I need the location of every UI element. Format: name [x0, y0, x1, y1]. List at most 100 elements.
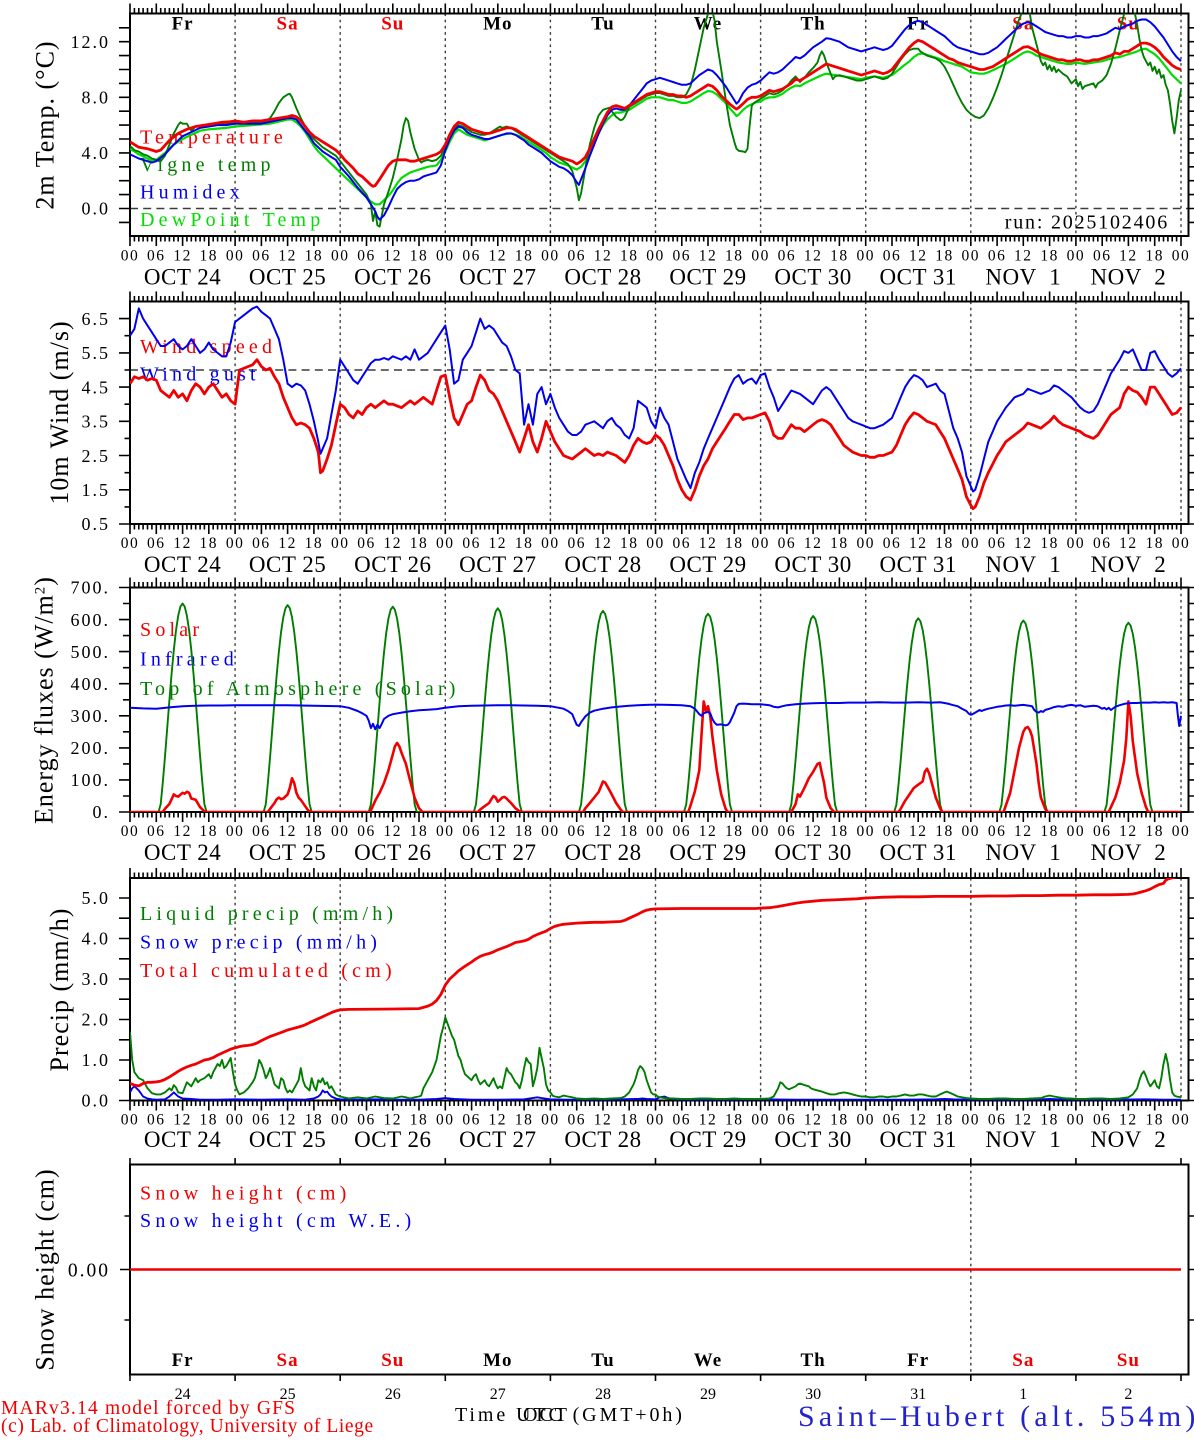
svg-text:12: 12: [804, 248, 823, 265]
svg-text:Mo: Mo: [483, 1350, 512, 1371]
svg-text:18: 18: [830, 248, 849, 265]
svg-text:12: 12: [278, 823, 297, 840]
svg-text:06: 06: [357, 823, 376, 840]
svg-text:00: 00: [121, 823, 140, 840]
svg-text:run: 2025102406: run: 2025102406: [1005, 212, 1169, 234]
svg-text:06: 06: [357, 535, 376, 552]
svg-text:12: 12: [489, 248, 508, 265]
svg-text:18: 18: [935, 248, 954, 265]
svg-text:12: 12: [384, 248, 403, 265]
svg-text:Precip (mm/h): Precip (mm/h): [45, 908, 74, 1072]
svg-text:00: 00: [856, 823, 875, 840]
svg-text:06: 06: [778, 823, 797, 840]
svg-text:25: 25: [280, 1386, 296, 1403]
svg-text:Su: Su: [381, 1350, 404, 1371]
svg-text:00: 00: [226, 1112, 245, 1129]
svg-text:400.: 400.: [71, 674, 111, 694]
svg-text:00: 00: [1067, 248, 1086, 265]
svg-text:06: 06: [147, 248, 166, 265]
svg-text:4.0: 4.0: [82, 143, 111, 163]
svg-text:18: 18: [1145, 535, 1164, 552]
svg-text:06: 06: [1093, 248, 1112, 265]
svg-text:18: 18: [620, 535, 639, 552]
svg-text:06: 06: [988, 823, 1007, 840]
svg-text:OCT 25: OCT 25: [249, 840, 326, 865]
svg-text:06: 06: [567, 1112, 586, 1129]
svg-text:00: 00: [331, 535, 350, 552]
svg-text:12: 12: [489, 1112, 508, 1129]
svg-text:Su: Su: [381, 14, 404, 35]
svg-text:OCT 30: OCT 30: [774, 552, 851, 577]
svg-text:18: 18: [515, 1112, 534, 1129]
svg-text:2.0: 2.0: [82, 1010, 111, 1030]
svg-text:18: 18: [515, 823, 534, 840]
svg-text:100.: 100.: [71, 770, 111, 790]
svg-text:18: 18: [200, 823, 219, 840]
svg-text:Vigne temp: Vigne temp: [140, 154, 275, 176]
svg-text:00: 00: [856, 1112, 875, 1129]
svg-text:06: 06: [567, 535, 586, 552]
svg-text:00: 00: [331, 823, 350, 840]
svg-text:OCT: OCT: [523, 1404, 569, 1426]
svg-text:18: 18: [1040, 1112, 1059, 1129]
svg-text:Infrared: Infrared: [140, 649, 238, 671]
svg-text:29: 29: [700, 1386, 716, 1403]
svg-text:12: 12: [699, 248, 718, 265]
svg-text:12: 12: [1014, 823, 1033, 840]
svg-text:18: 18: [725, 248, 744, 265]
svg-text:27: 27: [490, 1386, 506, 1403]
svg-text:Tu: Tu: [591, 14, 615, 35]
svg-text:00: 00: [436, 823, 455, 840]
svg-text:18: 18: [620, 1112, 639, 1129]
svg-text:12: 12: [594, 823, 613, 840]
svg-text:OCT 25: OCT 25: [249, 1127, 326, 1152]
svg-text:12: 12: [278, 535, 297, 552]
svg-text:Total cumulated (cm): Total cumulated (cm): [140, 960, 396, 982]
svg-text:OCT 29: OCT 29: [669, 1127, 746, 1152]
svg-text:8.0: 8.0: [82, 88, 111, 108]
svg-text:06: 06: [883, 1112, 902, 1129]
svg-text:3.0: 3.0: [82, 969, 111, 989]
svg-text:12: 12: [804, 823, 823, 840]
svg-text:06: 06: [567, 248, 586, 265]
svg-text:18: 18: [1145, 1112, 1164, 1129]
svg-text:OCT 24: OCT 24: [144, 840, 221, 865]
svg-text:00: 00: [856, 535, 875, 552]
svg-text:NOV 2: NOV 2: [1090, 1127, 1166, 1152]
svg-text:18: 18: [830, 535, 849, 552]
svg-text:Tu: Tu: [591, 1350, 615, 1371]
svg-text:Su: Su: [1117, 1350, 1140, 1371]
svg-text:NOV 2: NOV 2: [1090, 265, 1166, 290]
svg-text:18: 18: [1040, 535, 1059, 552]
svg-text:12: 12: [594, 535, 613, 552]
svg-text:06: 06: [778, 1112, 797, 1129]
svg-text:31: 31: [910, 1386, 926, 1403]
svg-text:06: 06: [883, 535, 902, 552]
svg-text:00: 00: [331, 1112, 350, 1129]
svg-text:18: 18: [305, 248, 324, 265]
svg-text:700.: 700.: [71, 578, 111, 598]
svg-text:OCT 28: OCT 28: [564, 1127, 641, 1152]
svg-text:00: 00: [646, 248, 665, 265]
svg-text:Sa: Sa: [1012, 1350, 1034, 1371]
svg-text:OCT 31: OCT 31: [880, 840, 957, 865]
svg-text:18: 18: [1040, 248, 1059, 265]
svg-text:00: 00: [1067, 535, 1086, 552]
svg-text:Th: Th: [800, 14, 825, 35]
svg-text:Fr: Fr: [172, 1350, 194, 1371]
svg-text:OCT 29: OCT 29: [669, 265, 746, 290]
svg-text:12: 12: [173, 535, 192, 552]
svg-text:18: 18: [305, 823, 324, 840]
svg-text:00: 00: [541, 823, 560, 840]
svg-text:OCT 26: OCT 26: [354, 552, 431, 577]
svg-text:0.5: 0.5: [82, 514, 111, 534]
svg-text:Top of Atmosphere (Solar): Top of Atmosphere (Solar): [140, 678, 460, 700]
svg-text:12: 12: [173, 248, 192, 265]
svg-text:00: 00: [1172, 248, 1191, 265]
svg-text:NOV 1: NOV 1: [985, 265, 1061, 290]
svg-text:06: 06: [673, 535, 692, 552]
svg-text:12: 12: [804, 1112, 823, 1129]
svg-text:OCT 30: OCT 30: [774, 840, 851, 865]
svg-text:18: 18: [410, 1112, 429, 1129]
svg-text:06: 06: [252, 248, 271, 265]
